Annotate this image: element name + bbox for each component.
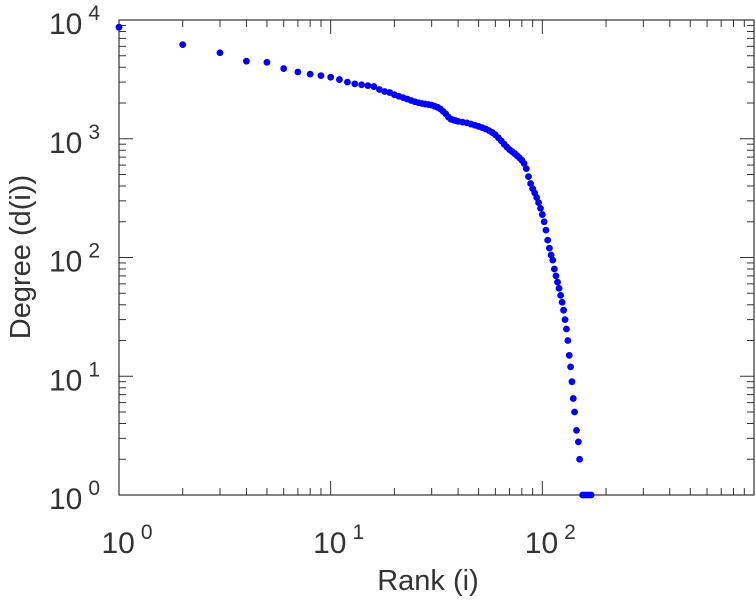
plot-frame [118,19,755,496]
data-point [544,236,552,244]
data-point [351,80,359,88]
data-point [263,58,271,66]
data-point [557,291,565,299]
data-point [317,72,325,80]
data-point [376,86,383,93]
data-point [527,180,534,187]
y-axis-label: Degree (d(i)) [5,175,37,339]
data-point [574,438,582,446]
data-point [525,173,532,181]
data-point [565,351,573,359]
data-point [537,204,544,212]
x-tick-label: 10 0 [101,521,152,560]
data-point [327,73,335,81]
data-point [542,226,550,234]
y-tick-label: 10 2 [49,240,100,279]
data-point [549,256,557,264]
data-point [306,70,314,78]
data-point [555,284,563,292]
data-point [569,395,577,402]
data-point [587,491,595,499]
data-point [336,76,343,83]
data-point [520,160,528,167]
data-point [561,316,569,323]
data-point [563,325,570,333]
data-point [280,65,288,72]
data-point [568,378,576,386]
tick-labels: 10 0 10 1 10 2 10 0 10 1 10 2 10 3 10 4 [49,2,576,560]
data-point [564,337,572,344]
x-tick-label: 10 2 [525,521,576,560]
data-point [547,251,555,259]
y-tick-label: 10 3 [49,121,100,160]
y-tick-label: 10 0 [49,477,100,516]
data-point [535,199,542,206]
data-point [552,272,560,280]
x-tick-label: 10 1 [313,521,364,560]
data-point [358,81,365,89]
y-tick-label: 10 1 [49,358,100,397]
data-point [179,41,187,49]
data-point [540,218,548,226]
data-point [364,82,372,90]
data-point [554,278,561,286]
data-point [243,57,250,65]
data-point [344,78,351,86]
data-point [522,165,530,173]
data-point [560,306,567,314]
data-point [115,23,123,31]
data-point [294,68,302,76]
data-point [370,83,378,90]
data-point [216,49,224,57]
data-point [558,298,566,306]
data-point [571,408,578,416]
data-point [567,363,574,371]
x-axis-label: Rank (i) [377,565,479,597]
data-point [538,211,546,218]
data-point [550,265,558,273]
data-point [573,426,580,434]
data-points [115,23,595,499]
y-tick-label: 10 4 [49,2,100,41]
axis-ticks [118,20,754,496]
data-point [546,244,553,252]
data-point [576,455,584,463]
